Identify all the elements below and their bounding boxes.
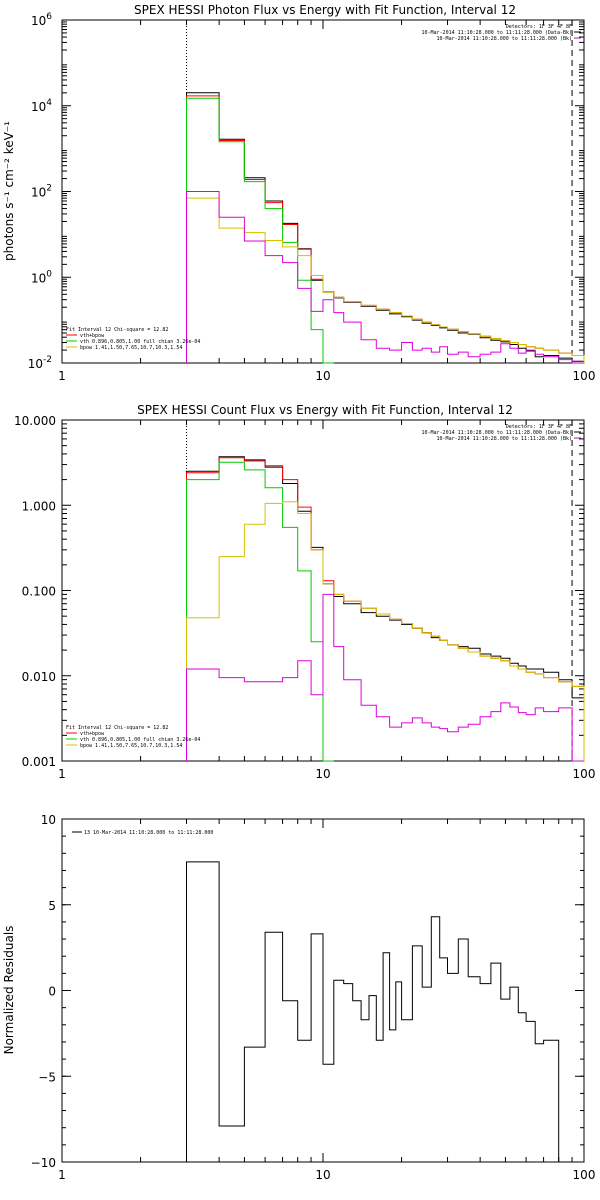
x-tick-label: 10 [315, 1168, 330, 1182]
x-tick-label: 100 [573, 369, 596, 383]
series-data-line [186, 456, 585, 761]
legend-top-entry: 10-Mar-2014 11:10:28.000 to 11:11:28.000… [421, 430, 572, 436]
y-tick-base: 10 [31, 186, 46, 200]
photon-flux-y-axis-label: photons s⁻¹ cm⁻² keV⁻¹ [2, 121, 16, 261]
series-vth-line [186, 461, 334, 762]
x-tick-label: 10 [315, 767, 330, 781]
count-flux-title: SPEX HESSI Count Flux vs Energy with Fit… [137, 403, 513, 417]
y-tick-label: 106 [31, 12, 52, 28]
series-vth-bpow-line [186, 95, 585, 363]
x-tick-label: 1 [58, 1168, 66, 1182]
y-tick-label: 0.001 [22, 755, 56, 769]
series-data-line [186, 92, 585, 363]
x-tick-label: 100 [573, 1168, 596, 1182]
y-tick-label: 100 [31, 269, 52, 285]
legend-bottom-entry: vth 0.896,0.805,1.00 full chian 3.26e-04 [80, 737, 200, 743]
y-tick-label: 0 [48, 985, 56, 999]
legend-bottom-entry: bpow 1.41,1.50,7.65,10.7,10.3,1.54 [80, 743, 182, 749]
series-bpow-line [186, 197, 585, 363]
series-bpow-line [186, 501, 585, 761]
residuals-y-axis-label: Normalized Residuals [2, 926, 16, 1055]
legend-top-entry: Detectors: 1F 3F 4F 8F [506, 24, 572, 30]
series-vth-line [186, 97, 334, 364]
x-tick-label: 100 [573, 767, 596, 781]
legend-bottom-entry: bpow 1.41,1.50,7.65,10.7,10.3,1.54 [80, 345, 182, 351]
y-tick-label: 0.010 [22, 670, 56, 684]
y-tick-exponent: 4 [46, 98, 52, 108]
series-residuals-line [186, 861, 573, 1163]
y-tick-label: 102 [31, 184, 52, 200]
y-tick-base: 10 [31, 100, 46, 114]
legend-top-entry: 10-Mar-2014 11:10:28.000 to 11:11:28.000… [437, 36, 572, 42]
y-tick-label: 5 [48, 899, 56, 913]
y-tick-label: 104 [31, 98, 52, 114]
legend-bottom-entry: vth+bpow [80, 731, 105, 737]
y-tick-exponent: 0 [46, 269, 52, 279]
y-tick-exponent: 2 [46, 184, 52, 194]
legend-bottom-entry: Fit Interval 12 Chi-square = 12.82 [66, 725, 168, 731]
x-tick-label: 10 [315, 369, 330, 383]
legend-top-entry: 10-Mar-2014 11:10:28.000 to 11:11:28.000… [437, 436, 572, 442]
count-flux-panel: SPEX HESSI Count Flux vs Energy with Fit… [14, 403, 595, 781]
x-tick-label: 1 [58, 369, 66, 383]
y-tick-label: 10 [41, 813, 56, 827]
y-tick-label: 1.000 [22, 499, 56, 513]
photon-flux-title: SPEX HESSI Photon Flux vs Energy with Fi… [134, 3, 516, 17]
residuals-panel: Normalized Residuals 1 10 100 10 5 0 −5 −10 13 … [2, 813, 595, 1182]
legend-bottom-entry: Fit Interval 12 Chi-square = 12.82 [66, 327, 168, 333]
y-tick-base: 10 [31, 271, 46, 285]
legend-bottom-entry: vth+bpow [80, 333, 105, 339]
y-tick-base: 10 [31, 14, 46, 28]
y-tick-base: 10 [28, 357, 43, 371]
legend-entry: 13 10-Mar-2014 11:10:28.000 to 11:11:28.… [84, 830, 213, 836]
legend-top-entry: 10-Mar-2014 11:10:28.000 to 11:11:28.000… [421, 30, 572, 36]
legend-bottom-entry: vth 0.896,0.805,1.00 full chian 3.26e-04 [80, 339, 200, 345]
series-background-line [186, 593, 584, 762]
y-tick-exponent: 6 [46, 12, 52, 22]
y-tick-label: 10-2 [28, 355, 52, 371]
x-tick-label: 1 [58, 767, 66, 781]
y-tick-exponent: -2 [43, 355, 52, 365]
y-tick-label: −5 [38, 1070, 56, 1084]
y-tick-label: 0.100 [22, 585, 56, 599]
legend-top-entry: Detectors: 1F 3F 4F 8F [506, 424, 572, 430]
y-tick-label: 10.000 [14, 414, 56, 428]
y-tick-label: −10 [31, 1156, 56, 1170]
photon-flux-panel: SPEX HESSI Photon Flux vs Energy with Fi… [2, 3, 595, 383]
series-background-line [186, 191, 584, 364]
series-vth-bpow-line [186, 457, 585, 761]
